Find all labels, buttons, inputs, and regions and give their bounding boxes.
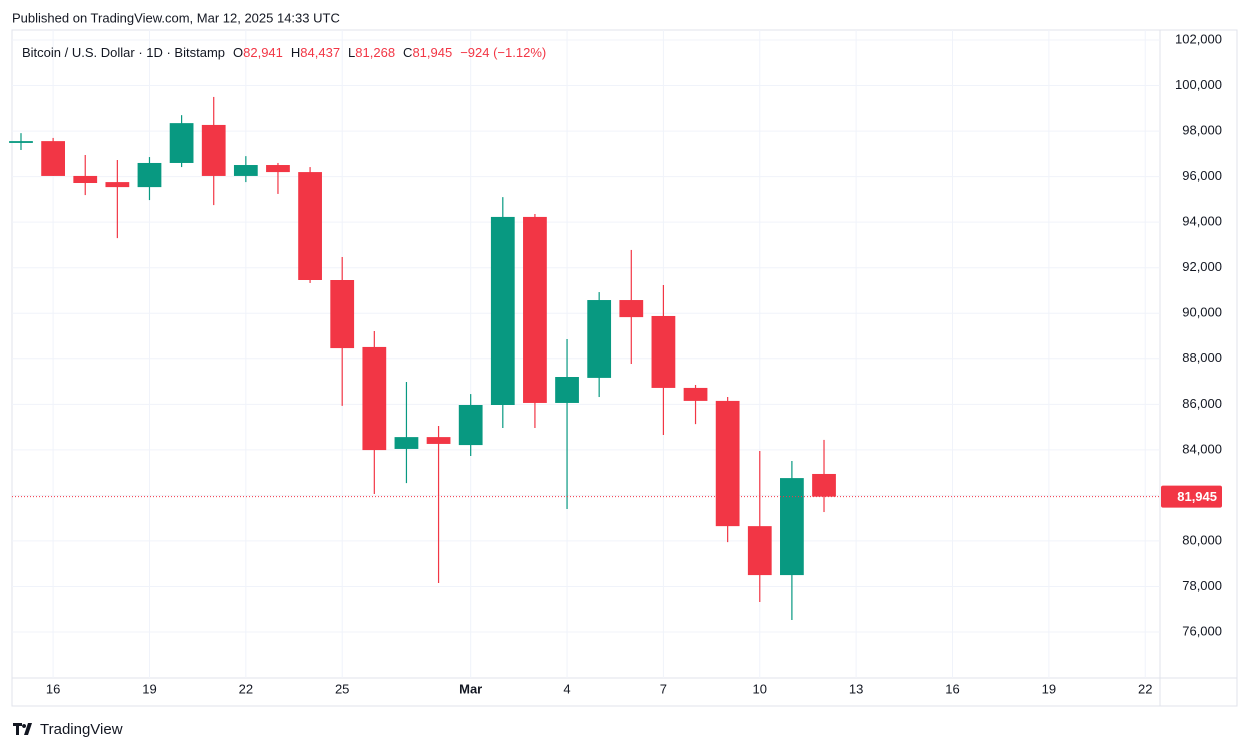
y-tick-label: 78,000	[1182, 578, 1222, 593]
legend-key: L	[348, 45, 355, 60]
candle-body	[523, 216, 547, 403]
y-tick-label: 100,000	[1175, 77, 1222, 92]
x-tick-label: 10	[753, 681, 767, 696]
last-price-badge	[1161, 485, 1222, 508]
legend-key: C	[403, 45, 412, 60]
candle-body	[619, 300, 644, 318]
y-tick-label: 76,000	[1182, 623, 1222, 638]
y-tick-label: 92,000	[1182, 259, 1222, 274]
y-tick-label: 80,000	[1182, 532, 1222, 547]
candle-body	[747, 526, 772, 576]
published-note: Published on TradingView.com, Mar 12, 20…	[12, 10, 340, 25]
x-tick-label: 25	[335, 681, 349, 696]
legend-change: −924 (−1.12%)	[460, 45, 546, 60]
candle-body	[490, 216, 515, 406]
candle-body	[715, 400, 740, 527]
brand-logo	[13, 723, 32, 735]
legend-value: 81,945	[412, 45, 452, 60]
y-tick-label: 88,000	[1182, 350, 1222, 365]
legend: Bitcoin / U.S. Dollar · 1D · Bitstamp O82…	[22, 45, 546, 60]
x-tick-label: Mar	[459, 681, 482, 696]
candle-body	[683, 387, 708, 401]
legend-value: 82,941	[243, 45, 283, 60]
x-tick-label: 4	[563, 681, 570, 696]
x-tick-label: 22	[1138, 681, 1152, 696]
candle-body	[330, 280, 355, 349]
y-tick-label: 94,000	[1182, 214, 1222, 229]
brand-name: TradingView	[40, 721, 123, 738]
candle-body	[266, 165, 290, 173]
y-tick-label: 102,000	[1175, 31, 1222, 46]
x-tick-label: 16	[46, 681, 60, 696]
y-tick-label: 84,000	[1182, 441, 1222, 456]
candle-body	[651, 315, 676, 388]
candles	[9, 96, 836, 620]
candle-body	[458, 405, 483, 446]
candle-body	[73, 175, 98, 184]
chart-frame	[11, 29, 1238, 707]
candle-body	[137, 162, 162, 188]
candle-body	[105, 182, 130, 188]
legend-symbol: Bitcoin / U.S. Dollar · 1D · Bitstamp	[22, 45, 225, 60]
y-tick-label: 96,000	[1182, 168, 1222, 183]
candle-body	[812, 473, 836, 497]
x-tick-label: 7	[660, 681, 667, 696]
legend-value: 84,437	[300, 45, 340, 60]
x-tick-label: 22	[239, 681, 253, 696]
candle-body	[169, 123, 194, 163]
candle-body	[201, 124, 226, 176]
y-tick-label: 98,000	[1182, 123, 1222, 138]
candle-body	[587, 300, 612, 378]
x-tick-label: 19	[142, 681, 156, 696]
x-tick-label: 13	[849, 681, 863, 696]
y-tick-label: 86,000	[1182, 396, 1222, 411]
candle-body	[426, 437, 451, 444]
last-price-label: 81,945	[1177, 489, 1217, 504]
y-tick-label: 90,000	[1182, 305, 1222, 320]
legend-key: H	[291, 45, 300, 60]
x-tick-label: 16	[945, 681, 959, 696]
x-tick-label: 19	[1042, 681, 1056, 696]
candle-body	[233, 165, 258, 176]
legend-value: 81,268	[355, 45, 395, 60]
candle-body	[9, 141, 33, 143]
candle-body	[298, 172, 322, 281]
candle-body	[394, 437, 419, 449]
candle-body	[362, 346, 387, 451]
candle-body	[555, 376, 579, 403]
candle-body	[41, 141, 65, 176]
brand: TradingView	[13, 721, 123, 738]
legend-key: O	[233, 45, 243, 60]
candle-body	[780, 478, 804, 576]
